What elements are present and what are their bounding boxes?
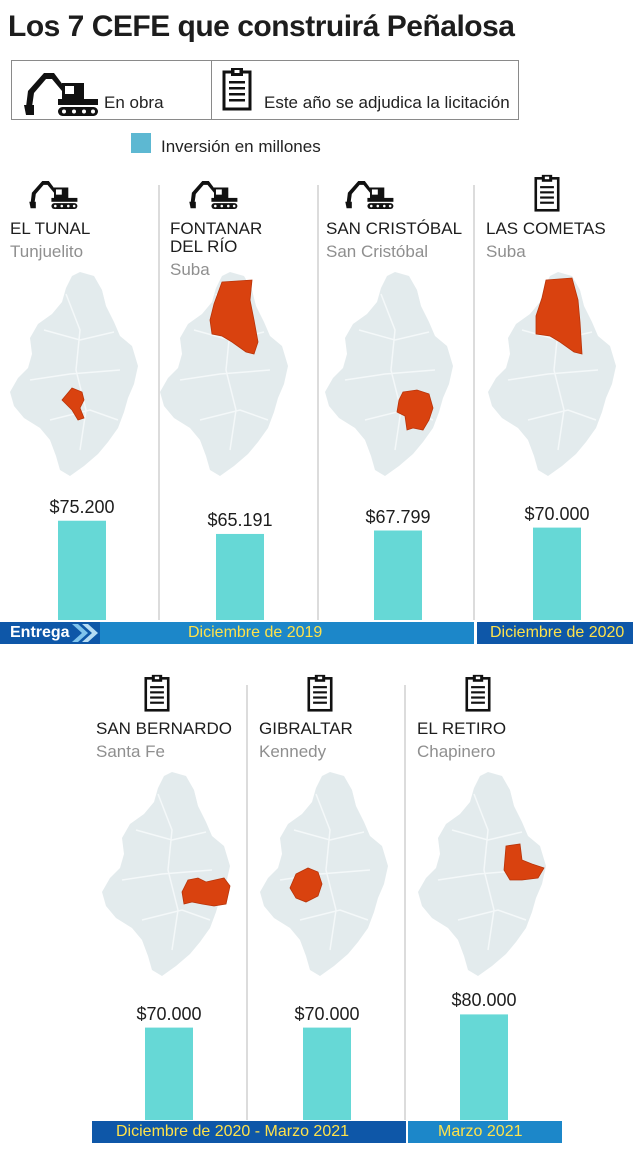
chevron-right-icon — [72, 624, 98, 642]
cefe-name: LAS COMETAS — [486, 219, 606, 238]
cefe-locality: Suba — [170, 260, 210, 279]
bogota-map — [488, 271, 617, 477]
bogota-map — [325, 271, 454, 477]
locality-highlight — [209, 279, 259, 355]
bar-value-label: $70.000 — [136, 1003, 202, 1024]
cefe-locality: Chapinero — [417, 742, 496, 761]
investment-bar — [303, 1027, 351, 1120]
cefe-locality: San Cristóbal — [326, 242, 429, 261]
excavator-icon — [29, 181, 78, 209]
cefe-name: GIBRALTAR — [259, 719, 353, 738]
cefe-name: EL RETIRO — [417, 719, 507, 738]
locality-highlight — [396, 389, 434, 431]
period-mar-2021: Marzo 2021 — [438, 1123, 523, 1140]
locality-highlight — [503, 843, 545, 881]
investment-swatch — [131, 133, 151, 153]
bar-value-label: $70.000 — [294, 1003, 360, 1024]
bar-value-label: $75.200 — [49, 496, 115, 517]
bogota-map — [102, 771, 231, 977]
bogota-map — [10, 271, 139, 477]
page-title: Los 7 CEFE que construirá Peñalosa — [8, 10, 515, 43]
bar-value-label: $67.799 — [365, 506, 431, 527]
locality-highlight — [61, 387, 85, 421]
investment-legend-label: Inversión en millones — [161, 137, 321, 156]
clipboard-icon — [144, 674, 170, 712]
timebar-2020-2021 — [92, 1121, 406, 1143]
clipboard-icon — [465, 674, 491, 712]
excavator-icon — [189, 181, 238, 209]
clipboard-icon — [307, 674, 333, 712]
period-dic-2020: Diciembre de 2020 — [490, 624, 625, 641]
timebar-2020 — [477, 622, 633, 644]
bar-value-label: $70.000 — [524, 503, 590, 524]
timebar-2019 — [0, 622, 474, 644]
cefe-locality: Tunjuelito — [10, 242, 84, 261]
cefe-name: SAN BERNARDO — [96, 719, 233, 738]
period-dic-2019: Diciembre de 2019 — [188, 624, 323, 641]
bar-value-label: $65.191 — [207, 509, 273, 530]
investment-bar — [374, 530, 422, 620]
cefe-locality: Suba — [486, 242, 526, 261]
map-outline — [102, 771, 231, 977]
map-outline — [10, 271, 139, 477]
bogota-map — [418, 771, 547, 977]
clipboard-icon — [534, 174, 560, 212]
locality-highlight — [181, 877, 231, 907]
cefe-name: EL TUNAL — [10, 219, 91, 238]
legend-en-obra: En obra — [104, 93, 164, 112]
legend-box: En obra Este año se adjudica la licitaci… — [11, 60, 519, 120]
investment-bar — [145, 1027, 193, 1120]
entrega-box — [0, 622, 100, 644]
cefe-locality: Kennedy — [259, 742, 327, 761]
bogota-map — [160, 271, 289, 477]
map-outline — [325, 271, 454, 477]
bogota-map — [260, 771, 389, 977]
cefe-name: FONTANAR DEL RÍO — [170, 219, 263, 256]
timebar-mar-2021 — [408, 1121, 562, 1143]
legend-licitacion: Este año se adjudica la licitación — [264, 93, 510, 112]
legend-divider — [211, 61, 212, 119]
period-dic2020-mar2021: Diciembre de 2020 - Marzo 2021 — [116, 1123, 350, 1140]
bar-value-label: $80.000 — [451, 990, 517, 1011]
investment-bar — [58, 520, 106, 620]
map-outline — [260, 771, 389, 977]
investment-bar — [216, 533, 264, 620]
entrega-label: Entrega — [10, 624, 70, 641]
cefe-locality: Santa Fe — [96, 742, 165, 761]
excavator-icon — [345, 181, 394, 209]
locality-highlight — [535, 277, 583, 355]
cefe-name: SAN CRISTÓBAL — [326, 219, 463, 238]
locality-highlight — [289, 867, 323, 903]
investment-bar — [460, 1014, 508, 1120]
investment-bar — [533, 527, 581, 620]
